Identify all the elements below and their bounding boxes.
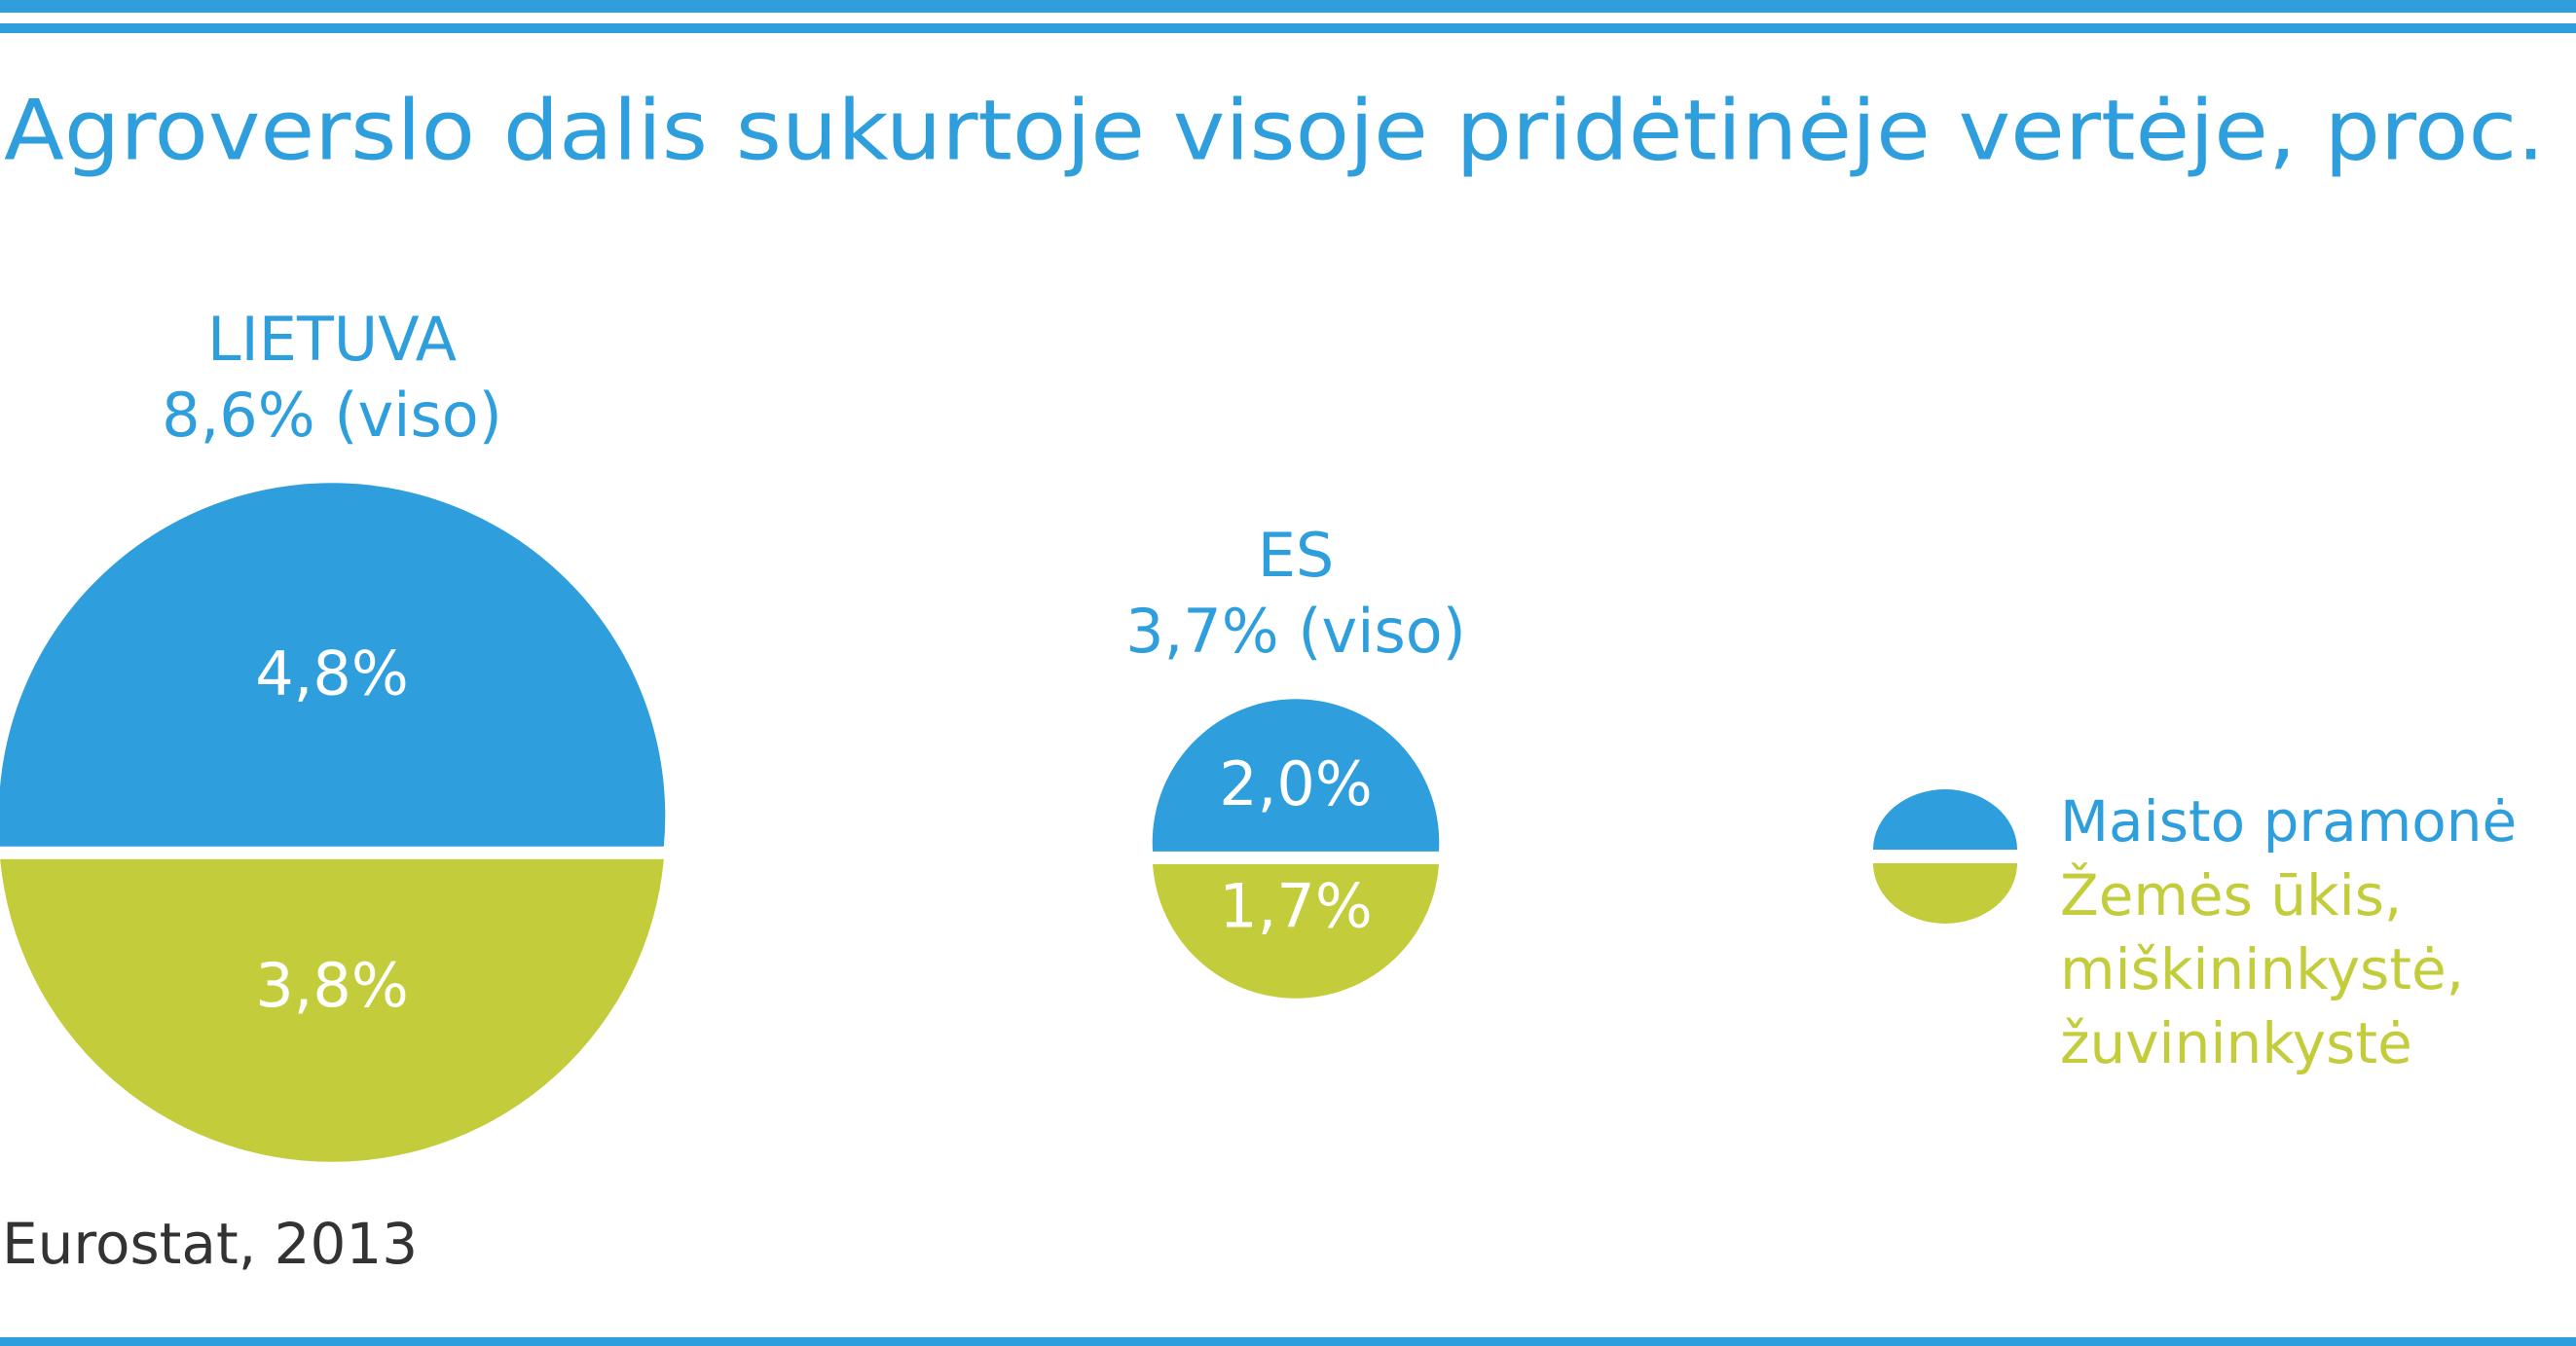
legend-swatch (1873, 863, 2017, 924)
split-circle (1152, 699, 1440, 999)
source: Eurostat, 2013 (2, 1211, 418, 1277)
segment (1153, 863, 1439, 999)
value-label: 1,7% (1219, 871, 1373, 942)
legend-swatch (1873, 789, 2017, 850)
chart-title: Agroverslo dalis sukurtoje visoje pridėt… (4, 82, 2545, 179)
segment (0, 483, 666, 847)
bottom-rule (0, 1337, 2576, 1346)
segment (0, 858, 664, 1162)
group-name: LIETUVA (207, 304, 457, 375)
group-total: 8,6% (viso) (162, 380, 502, 451)
top-rule (0, 23, 2576, 33)
top-rule (0, 0, 2576, 13)
value-label: 4,8% (255, 637, 409, 709)
group-total: 3,7% (viso) (1125, 596, 1466, 667)
segment (1152, 699, 1440, 852)
legend-entry: Žemės ūkis, miškininkystė, žuvininkystė (2060, 862, 2465, 1076)
group-name: ES (1258, 520, 1335, 591)
value-label: 2,0% (1219, 748, 1373, 819)
legend-entry: Maisto pramonė (2060, 788, 2518, 855)
split-circle (0, 483, 666, 1162)
value-label: 3,8% (255, 950, 409, 1021)
